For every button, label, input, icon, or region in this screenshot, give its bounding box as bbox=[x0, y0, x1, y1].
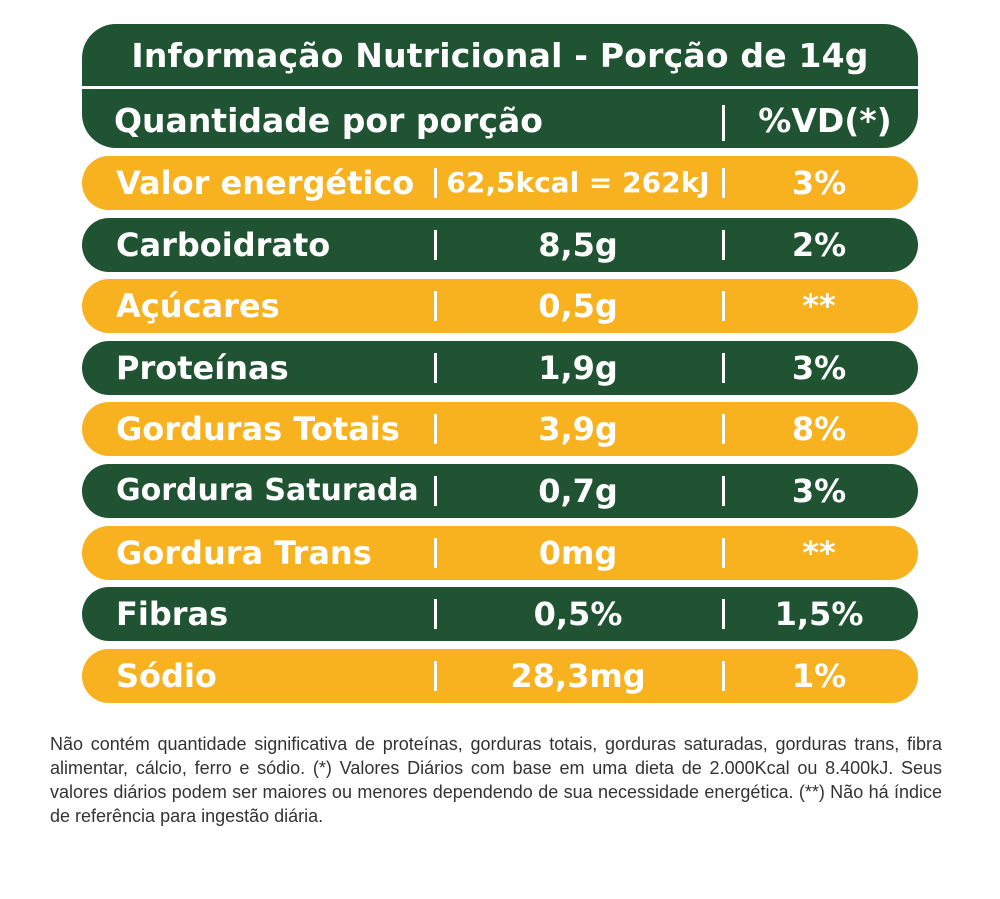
table-header: Informação Nutricional - Porção de 14g Q… bbox=[82, 24, 918, 148]
nutrient-row: Valor energético 62,5kcal = 262kJ 3% bbox=[82, 156, 918, 210]
nutrient-amount: 62,5kcal = 262kJ bbox=[446, 166, 710, 199]
nutrient-name: Carboidrato bbox=[116, 226, 331, 264]
daily-value-label: %VD(*) bbox=[758, 101, 892, 140]
column-separator bbox=[722, 168, 725, 198]
nutrient-name: Gordura Saturada bbox=[116, 473, 419, 508]
column-separator bbox=[722, 414, 725, 444]
nutrient-daily-value: 2% bbox=[791, 226, 847, 264]
nutrient-amount: 3,9g bbox=[538, 410, 618, 448]
column-separator bbox=[722, 476, 725, 506]
nutrient-amount: 1,9g bbox=[538, 349, 618, 387]
nutrient-name: Gordura Trans bbox=[116, 534, 372, 572]
nutrient-row: Sódio 28,3mg 1% bbox=[82, 649, 918, 703]
nutrient-amount: 0,5% bbox=[533, 595, 623, 633]
nutrient-row: Açúcares 0,5g ** bbox=[82, 279, 918, 333]
nutrient-daily-value: 3% bbox=[791, 349, 847, 387]
column-separator bbox=[722, 291, 725, 321]
nutrient-daily-value: 3% bbox=[791, 472, 847, 510]
nutrient-row: Gordura Trans 0mg ** bbox=[82, 526, 918, 580]
nutrient-row: Proteínas 1,9g 3% bbox=[82, 341, 918, 395]
nutrient-daily-value: 1% bbox=[791, 657, 847, 695]
nutrient-row: Fibras 0,5% 1,5% bbox=[82, 587, 918, 641]
nutrient-daily-value: 3% bbox=[791, 164, 847, 202]
header-divider bbox=[82, 86, 918, 89]
column-separator bbox=[434, 230, 437, 260]
column-separator bbox=[722, 538, 725, 568]
nutrient-daily-value: 1,5% bbox=[774, 595, 864, 633]
nutrition-facts-table: Informação Nutricional - Porção de 14g Q… bbox=[82, 24, 918, 703]
column-separator bbox=[434, 414, 437, 444]
nutrient-amount: 28,3mg bbox=[510, 657, 646, 695]
column-separator bbox=[722, 661, 725, 691]
nutrient-amount: 0,7g bbox=[538, 472, 618, 510]
column-separator bbox=[722, 105, 725, 141]
nutrient-name: Valor energético bbox=[116, 164, 415, 202]
nutrient-name: Fibras bbox=[116, 595, 229, 633]
nutrient-row: Carboidrato 8,5g 2% bbox=[82, 218, 918, 272]
column-separator bbox=[722, 599, 725, 629]
nutrient-amount: 8,5g bbox=[538, 226, 618, 264]
column-separator bbox=[434, 168, 437, 198]
nutrient-amount: 0mg bbox=[538, 534, 618, 572]
column-separator bbox=[434, 599, 437, 629]
column-separator bbox=[434, 476, 437, 506]
nutrient-name: Proteínas bbox=[116, 349, 289, 387]
column-separator bbox=[434, 353, 437, 383]
nutrient-row: Gordura Saturada 0,7g 3% bbox=[82, 464, 918, 518]
column-separator bbox=[434, 538, 437, 568]
nutrient-row: Gorduras Totais 3,9g 8% bbox=[82, 402, 918, 456]
nutrient-daily-value: ** bbox=[802, 287, 836, 325]
column-separator bbox=[434, 291, 437, 321]
nutrient-name: Açúcares bbox=[116, 287, 280, 325]
quantity-per-serving-label: Quantidade por porção bbox=[114, 101, 543, 140]
nutrient-amount: 0,5g bbox=[538, 287, 618, 325]
column-separator bbox=[434, 661, 437, 691]
table-title: Informação Nutricional - Porção de 14g bbox=[131, 36, 869, 75]
nutrient-daily-value: ** bbox=[802, 534, 836, 572]
column-separator bbox=[722, 230, 725, 260]
column-separator bbox=[722, 353, 725, 383]
nutrient-daily-value: 8% bbox=[791, 410, 847, 448]
footnote: Não contém quantidade significativa de p… bbox=[50, 734, 942, 826]
nutrient-name: Sódio bbox=[116, 657, 217, 695]
nutrient-name: Gorduras Totais bbox=[116, 410, 400, 448]
